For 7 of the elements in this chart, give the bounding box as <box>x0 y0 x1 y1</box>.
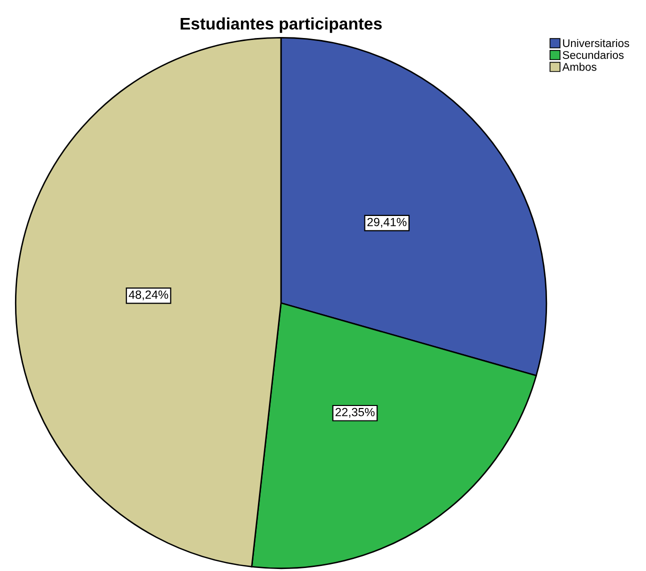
data-label: 29,41% <box>367 218 406 228</box>
data-label: 22,35% <box>336 408 375 418</box>
legend-label: Secundarios <box>562 50 624 59</box>
data-label: 48,24% <box>128 290 168 300</box>
legend-label: Ambos <box>562 62 596 71</box>
legend-label: Universitarios <box>563 38 630 48</box>
chart-title: Estudiantes participantes <box>180 17 382 33</box>
